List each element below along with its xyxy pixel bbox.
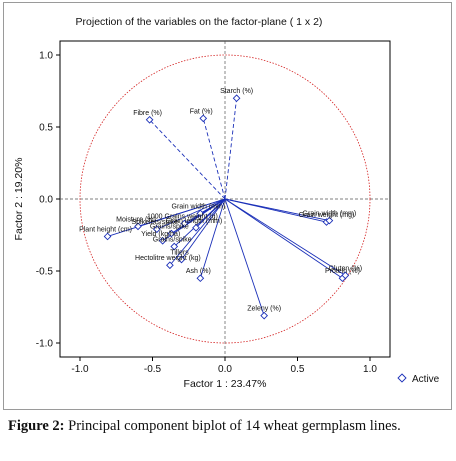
loading-label: Protein (%) bbox=[325, 268, 360, 275]
loading-point bbox=[134, 222, 142, 231]
loading-point bbox=[153, 225, 161, 234]
caption-label: Figure 2: bbox=[8, 418, 65, 434]
y-tick-label: -0.5 bbox=[36, 267, 54, 278]
loading-vector bbox=[224, 98, 238, 200]
loading-vector bbox=[169, 198, 226, 266]
loading-vector bbox=[173, 198, 226, 247]
loading-label: Spikelets/spike bbox=[131, 219, 178, 226]
x-tick-label: 0.0 bbox=[218, 364, 232, 375]
loading-point bbox=[260, 311, 268, 320]
loading-label: 1000 Grains weight (g) bbox=[147, 213, 218, 220]
loading-label: Plant height (cm) bbox=[79, 226, 132, 233]
loading-label: Grains/spike bbox=[153, 237, 192, 244]
loading-point bbox=[196, 274, 205, 283]
loading-vector bbox=[107, 198, 226, 237]
loading-vector bbox=[224, 198, 346, 276]
x-tick-label: -1.0 bbox=[71, 364, 89, 375]
y-axis-label: Factor 2 : 19.20% bbox=[13, 158, 25, 241]
loading-point bbox=[103, 232, 112, 241]
y-tick-label: -1.0 bbox=[36, 339, 54, 350]
loading-label: Starch (%) bbox=[220, 88, 253, 95]
loading-labels: Starch (%) Fat (%) Fibre (%) Grain width (m… bbox=[79, 88, 362, 312]
loading-label: Yield (kg/ha) bbox=[141, 231, 180, 238]
biplot-chart: Projection of the variables on the facto… bbox=[13, 16, 440, 390]
loading-point bbox=[192, 223, 200, 232]
loading-label: Grain width (mm) bbox=[303, 211, 357, 218]
loading-point bbox=[341, 271, 350, 280]
legend-diamond-marker bbox=[397, 373, 407, 383]
loading-label: Ash (%) bbox=[186, 268, 211, 275]
loading-vector bbox=[202, 118, 226, 200]
chart-frame: Projection of the variables on the facto… bbox=[3, 2, 452, 410]
loading-point bbox=[177, 255, 186, 264]
y-axis-ticks: 1.0 0.5 0.0 -0.5 -1.0 bbox=[36, 51, 60, 350]
loading-vector bbox=[149, 119, 226, 200]
loading-vector bbox=[224, 198, 330, 222]
loading-label: Fat (%) bbox=[190, 108, 213, 115]
loading-point bbox=[170, 242, 179, 251]
loading-label: Grain length (mm) bbox=[166, 218, 222, 225]
unit-circle bbox=[79, 54, 371, 344]
chart-title: Projection of the variables on the facto… bbox=[76, 16, 323, 28]
x-axis-label: Factor 1 : 23.47% bbox=[184, 378, 267, 390]
loading-label: Moisture (%) bbox=[116, 216, 156, 223]
loading-point bbox=[180, 219, 189, 228]
x-axis-ticks: -1.0 -0.5 0.0 0.5 1.0 bbox=[71, 357, 377, 375]
loading-point bbox=[158, 236, 167, 245]
loading-point bbox=[232, 94, 241, 103]
loading-label: Fibre (%) bbox=[133, 110, 162, 117]
legend-label-active: Active bbox=[412, 374, 440, 385]
loading-point bbox=[145, 115, 154, 124]
loading-vector bbox=[156, 198, 226, 230]
caption-text: Principal component biplot of 14 wheat g… bbox=[64, 418, 401, 434]
loading-vectors bbox=[107, 98, 346, 316]
loading-vector bbox=[224, 198, 343, 279]
figure-caption: Figure 2: Principal component biplot of … bbox=[8, 416, 448, 437]
x-tick-label: 0.5 bbox=[291, 364, 305, 375]
loading-point bbox=[196, 209, 205, 218]
loading-point bbox=[166, 261, 174, 270]
loading-point bbox=[325, 216, 334, 225]
loading-label: Grain weight (mg) bbox=[299, 212, 355, 219]
x-tick-label: -0.5 bbox=[144, 364, 162, 375]
y-tick-label: 1.0 bbox=[39, 51, 53, 62]
loading-label: Tillers bbox=[170, 249, 189, 256]
loading-label: Grain width (mm) bbox=[172, 203, 226, 210]
loading-point bbox=[199, 114, 208, 123]
loading-label: Zeleny (%) bbox=[247, 306, 281, 313]
loading-points bbox=[103, 94, 350, 320]
loading-vector bbox=[199, 198, 226, 279]
loading-vector bbox=[224, 198, 265, 316]
y-tick-label: 0.5 bbox=[39, 123, 53, 134]
loading-label: Hectolitre weight (kg) bbox=[135, 255, 201, 262]
y-tick-label: 0.0 bbox=[39, 195, 53, 206]
loading-label: Gluten (%) bbox=[329, 265, 362, 272]
loading-point bbox=[167, 229, 176, 238]
legend: Active bbox=[397, 373, 440, 385]
loading-label: Grains/spike bbox=[150, 224, 189, 231]
loading-vector bbox=[181, 198, 226, 260]
x-tick-label: 1.0 bbox=[363, 364, 377, 375]
